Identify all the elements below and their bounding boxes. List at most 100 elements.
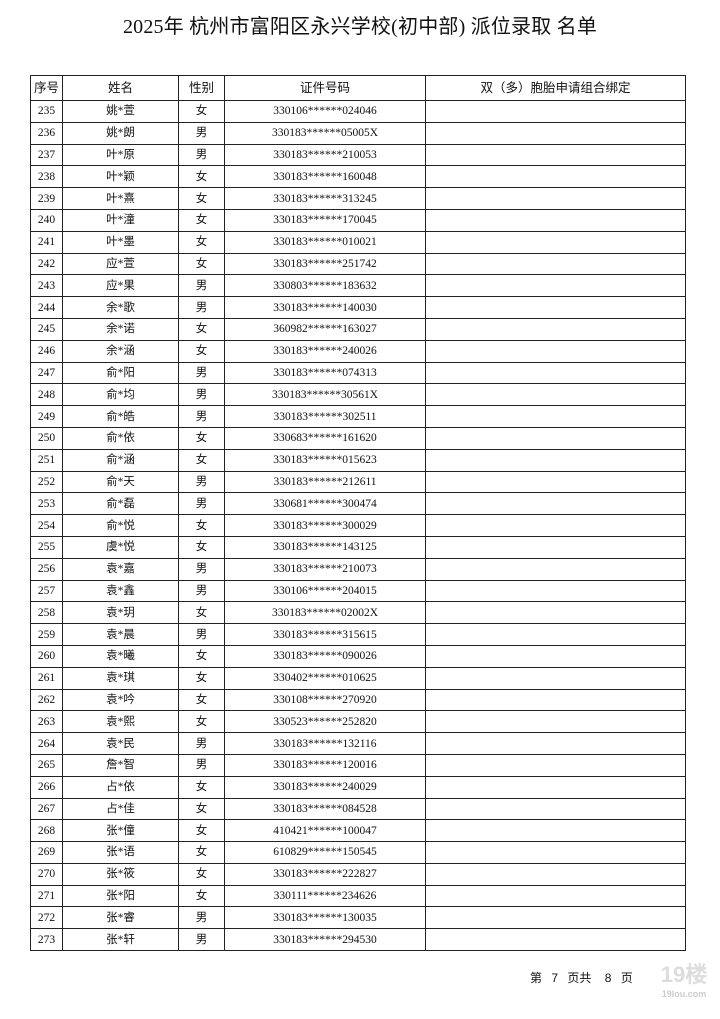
cell-id: 330183******130035 xyxy=(224,906,426,930)
cell-seq: 255 xyxy=(30,535,63,559)
cell-seq: 269 xyxy=(30,841,63,864)
cell-name: 张*语 xyxy=(62,841,179,864)
cell-seq: 256 xyxy=(30,557,63,581)
cell-gender: 男 xyxy=(178,274,225,298)
table-row: 263 袁*熙女 330523******252820 xyxy=(30,710,686,734)
cell-id: 330106******204015 xyxy=(224,579,426,603)
cell-gender: 男 xyxy=(178,492,225,516)
header-gender: 性别 xyxy=(178,75,225,101)
cell-id: 330183******210053 xyxy=(224,143,426,167)
cell-id: 330183******120016 xyxy=(224,753,426,777)
cell-gender: 女 xyxy=(178,208,225,232)
cell-twins xyxy=(425,753,686,777)
table-row: 272 张*睿男 330183******130035 xyxy=(30,906,686,930)
cell-seq: 265 xyxy=(30,753,63,777)
cell-gender: 男 xyxy=(178,557,225,581)
table-row: 268 张*僮女 410421******100047 xyxy=(30,819,686,843)
cell-gender: 女 xyxy=(178,797,225,821)
cell-id: 330111******234626 xyxy=(224,884,426,908)
cell-twins xyxy=(425,579,686,603)
cell-id: 330183******302511 xyxy=(224,405,426,428)
table-row: 242 应*萱女 330183******251742 xyxy=(30,252,686,276)
cell-seq: 237 xyxy=(30,143,63,167)
cell-gender: 女 xyxy=(178,448,225,472)
table-row: 239 叶*熹女 330183******313245 xyxy=(30,187,686,210)
cell-twins xyxy=(425,775,686,799)
cell-gender: 女 xyxy=(178,317,225,341)
header-twins: 双（多）胞胎申请组合绑定 xyxy=(425,75,686,101)
table-row: 243 应*果男 330803******183632 xyxy=(30,274,686,298)
cell-name: 余*歌 xyxy=(62,296,179,319)
cell-twins xyxy=(425,383,686,407)
cell-id: 330683******161620 xyxy=(224,426,426,450)
cell-gender: 男 xyxy=(178,623,225,646)
cell-gender: 男 xyxy=(178,383,225,407)
cell-name: 余*涵 xyxy=(62,339,179,363)
cell-seq: 270 xyxy=(30,862,63,886)
cell-id: 330108******270920 xyxy=(224,688,426,712)
cell-twins xyxy=(425,710,686,734)
header-id: 证件号码 xyxy=(224,75,426,101)
current-page: 7 xyxy=(551,971,559,985)
cell-name: 叶*熹 xyxy=(62,187,179,210)
cell-id: 330183******010021 xyxy=(224,230,426,254)
cell-name: 袁*曦 xyxy=(62,644,179,668)
table-row: 262 袁*吟女 330108******270920 xyxy=(30,688,686,712)
watermark-logo: 19楼 19lou.com xyxy=(652,962,716,1000)
cell-gender: 女 xyxy=(178,775,225,799)
cell-id: 330183******074313 xyxy=(224,361,426,385)
cell-twins xyxy=(425,470,686,494)
table-row: 258 袁*玥女 330183******02002X xyxy=(30,601,686,625)
cell-name: 俞*悦 xyxy=(62,514,179,537)
cell-id: 330183******222827 xyxy=(224,862,426,886)
cell-seq: 273 xyxy=(30,928,63,952)
table-header-row: 序号 姓名 性别 证件号码 双（多）胞胎申请组合绑定 xyxy=(30,75,686,101)
table-row: 236 姚*朗男 330183******05005X xyxy=(30,121,686,145)
admission-table: 序号 姓名 性别 证件号码 双（多）胞胎申请组合绑定 235 姚*萱女 330106… xyxy=(30,75,686,952)
cell-gender: 女 xyxy=(178,666,225,690)
cell-gender: 女 xyxy=(178,165,225,189)
cell-id: 330183******294530 xyxy=(224,928,426,952)
footer-suffix: 页 xyxy=(620,971,633,985)
cell-name: 虞*悦 xyxy=(62,535,179,559)
cell-name: 袁*晨 xyxy=(62,623,179,646)
cell-name: 俞*涵 xyxy=(62,448,179,472)
cell-seq: 254 xyxy=(30,514,63,537)
cell-name: 俞*阳 xyxy=(62,361,179,385)
cell-name: 袁*玥 xyxy=(62,601,179,625)
cell-name: 姚*萱 xyxy=(62,100,179,123)
cell-name: 张*轩 xyxy=(62,928,179,952)
cell-twins xyxy=(425,165,686,189)
footer-prefix: 第 xyxy=(530,971,543,985)
cell-gender: 女 xyxy=(178,230,225,254)
table-row: 251 俞*涵女 330183******015623 xyxy=(30,448,686,472)
table-row: 245 余*诺女 360982******163027 xyxy=(30,317,686,341)
table-row: 254 俞*悦女 330183******300029 xyxy=(30,514,686,537)
cell-name: 詹*智 xyxy=(62,753,179,777)
cell-id: 330183******132116 xyxy=(224,732,426,755)
cell-id: 330681******300474 xyxy=(224,492,426,516)
cell-id: 330183******140030 xyxy=(224,296,426,319)
cell-seq: 238 xyxy=(30,165,63,189)
cell-name: 应*萱 xyxy=(62,252,179,276)
table-row: 244 余*歌男 330183******140030 xyxy=(30,296,686,319)
cell-id: 330183******05005X xyxy=(224,121,426,145)
cell-twins xyxy=(425,884,686,908)
cell-name: 俞*天 xyxy=(62,470,179,494)
cell-name: 袁*熙 xyxy=(62,710,179,734)
cell-twins xyxy=(425,296,686,319)
table-row: 265 詹*智男 330183******120016 xyxy=(30,753,686,777)
cell-twins xyxy=(425,862,686,886)
table-row: 271 张*阳女 330111******234626 xyxy=(30,884,686,908)
cell-seq: 271 xyxy=(30,884,63,908)
cell-seq: 244 xyxy=(30,296,63,319)
cell-id: 330183******015623 xyxy=(224,448,426,472)
cell-seq: 247 xyxy=(30,361,63,385)
cell-seq: 262 xyxy=(30,688,63,712)
table-row: 237 叶*原男 330183******210053 xyxy=(30,143,686,167)
cell-twins xyxy=(425,906,686,930)
cell-gender: 男 xyxy=(178,579,225,603)
table-row: 273 张*轩男 330183******294530 xyxy=(30,928,686,952)
cell-id: 330523******252820 xyxy=(224,710,426,734)
cell-seq: 240 xyxy=(30,208,63,232)
